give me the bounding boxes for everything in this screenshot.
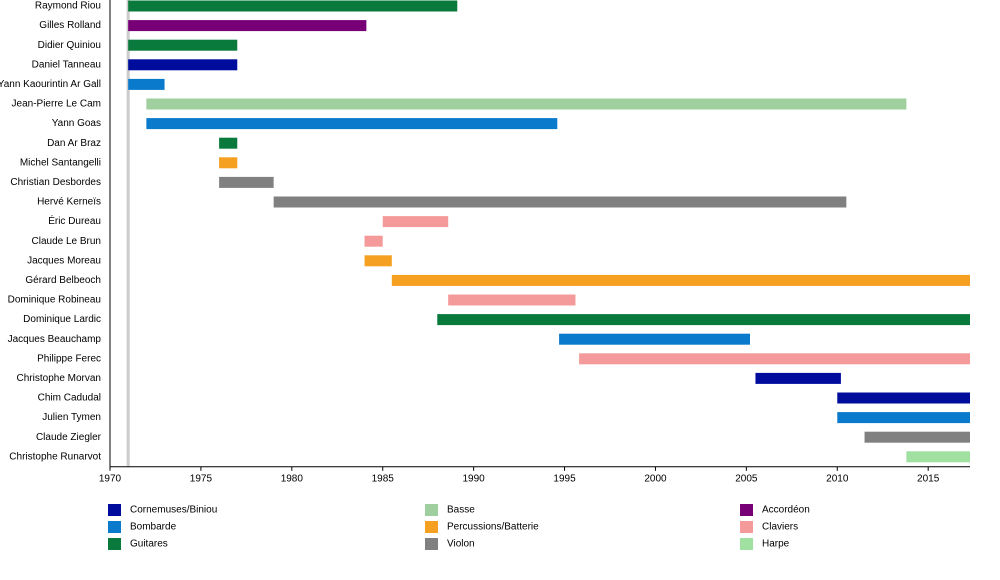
row-label: Raymond Riou xyxy=(35,1,101,12)
row-label: Yann Goas xyxy=(52,118,101,129)
x-tick-label: 1995 xyxy=(553,473,576,484)
row-label: Dan Ar Braz xyxy=(47,138,101,149)
row-label: Jacques Moreau xyxy=(27,255,101,266)
bar xyxy=(273,196,847,208)
legend-swatch xyxy=(108,521,121,533)
bar xyxy=(837,392,970,404)
bar xyxy=(128,0,458,12)
row-label: Claude Ziegler xyxy=(36,432,102,443)
legend-label: Cornemuses/Biniou xyxy=(130,505,217,516)
legend-swatch xyxy=(425,504,438,516)
x-tick-label: 1990 xyxy=(463,473,486,484)
legend-swatch xyxy=(425,538,438,550)
row-label: Jacques Beauchamp xyxy=(8,334,102,345)
row-label: Philippe Ferec xyxy=(37,353,101,364)
bar xyxy=(437,314,971,326)
x-tick-label: 2000 xyxy=(644,473,667,484)
row-label: Yann Kaourintin Ar Gall xyxy=(0,79,101,90)
row-label: Gérard Belbeoch xyxy=(25,275,101,286)
row-label: Christophe Runarvot xyxy=(9,451,101,462)
bar xyxy=(579,353,970,365)
bar xyxy=(382,216,449,228)
row-label: Gilles Rolland xyxy=(39,20,101,31)
legend-swatch xyxy=(108,504,121,516)
legend-swatch xyxy=(108,538,121,550)
bar xyxy=(146,98,907,110)
row-label: Éric Dureau xyxy=(48,214,101,227)
legend-label: Basse xyxy=(447,505,475,516)
row-label: Hervé Kerneïs xyxy=(37,197,101,208)
x-tick-label: 1980 xyxy=(281,473,304,484)
legend-swatch xyxy=(740,521,753,533)
bar xyxy=(128,59,238,71)
bar xyxy=(364,255,392,267)
bar xyxy=(837,412,970,424)
legend-label: Accordéon xyxy=(762,505,810,516)
legend-label: Harpe xyxy=(762,539,790,550)
bar xyxy=(128,78,165,90)
row-label: Chim Cadudal xyxy=(38,393,101,404)
bar xyxy=(906,451,970,463)
row-label: Christian Desbordes xyxy=(10,177,101,188)
legend-swatch xyxy=(740,538,753,550)
bar xyxy=(146,118,558,130)
row-label: Didier Quiniou xyxy=(38,40,101,51)
legend-swatch xyxy=(425,521,438,533)
legend-label: Bombarde xyxy=(130,522,177,533)
x-tick-label: 2015 xyxy=(917,473,940,484)
bar xyxy=(364,235,383,247)
row-label: Julien Tymen xyxy=(42,412,101,423)
legend-swatch xyxy=(740,504,753,516)
x-tick-label: 1985 xyxy=(372,473,395,484)
row-label: Dominique Lardic xyxy=(23,314,101,325)
legend-label: Percussions/Batterie xyxy=(447,522,539,533)
bar xyxy=(219,137,238,149)
legend-label: Violon xyxy=(447,539,475,550)
bar xyxy=(219,176,274,188)
bar xyxy=(755,372,841,384)
bar xyxy=(448,294,576,306)
x-tick-label: 1970 xyxy=(99,473,122,484)
row-label: Dominique Robineau xyxy=(8,295,101,306)
bar xyxy=(391,274,970,286)
bar xyxy=(128,39,238,51)
bar xyxy=(864,431,970,443)
row-label: Daniel Tanneau xyxy=(32,59,101,70)
row-label: Michel Santangelli xyxy=(20,157,101,168)
bar xyxy=(219,157,238,169)
x-tick-label: 1975 xyxy=(190,473,213,484)
bar xyxy=(128,20,367,32)
row-label: Claude Le Brun xyxy=(32,236,102,247)
row-label: Christophe Morvan xyxy=(17,373,101,384)
x-tick-label: 2010 xyxy=(826,473,849,484)
row-label: Jean-Pierre Le Cam xyxy=(12,99,101,110)
bar xyxy=(559,333,750,345)
legend-label: Claviers xyxy=(762,522,798,533)
x-tick-label: 2005 xyxy=(735,473,758,484)
legend-label: Guitares xyxy=(130,539,168,550)
